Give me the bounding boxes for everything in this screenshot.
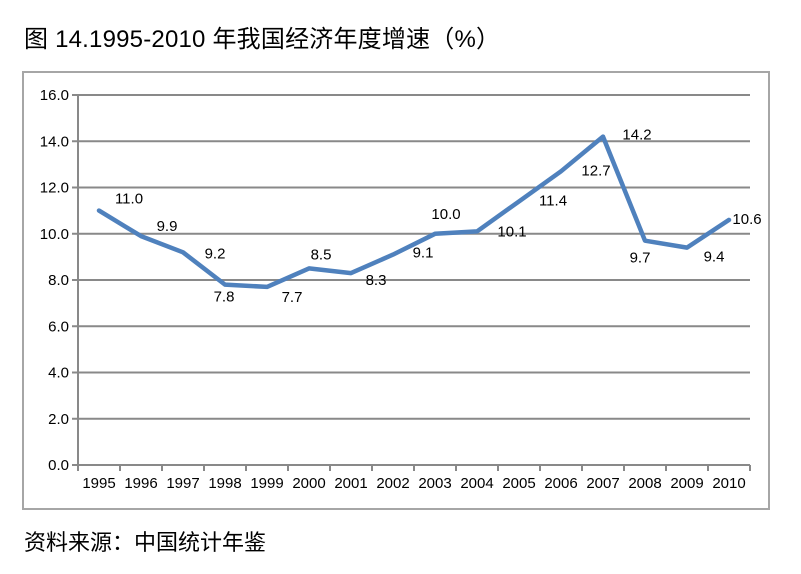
- data-label: 14.2: [622, 127, 651, 144]
- y-tick-label: 10.0: [40, 226, 69, 243]
- data-label: 10.6: [732, 211, 761, 228]
- data-label: 8.3: [366, 272, 387, 289]
- data-label: 9.4: [704, 249, 725, 266]
- x-tick-label: 1995: [82, 475, 115, 492]
- data-label: 7.7: [282, 289, 303, 306]
- y-tick-label: 16.0: [40, 87, 69, 104]
- x-tick-label: 2005: [502, 475, 535, 492]
- y-tick-label: 14.0: [40, 133, 69, 150]
- x-tick-label: 1996: [124, 475, 157, 492]
- x-tick-label: 2001: [334, 475, 367, 492]
- x-tick-label: 2007: [586, 475, 619, 492]
- x-tick-label: 2006: [544, 475, 577, 492]
- x-tick-label: 2008: [628, 475, 661, 492]
- data-label: 9.2: [205, 245, 226, 262]
- chart-frame: 0.0 2.0 4.0 6.0 8.0 10.0 12.0 14.0 16.0 1995 1996 1…: [22, 71, 770, 510]
- y-tick-label: 4.0: [48, 365, 69, 382]
- x-tick-label: 2009: [670, 475, 703, 492]
- growth-line: [96, 134, 732, 290]
- data-label: 8.5: [311, 246, 332, 263]
- y-tick-label: 12.0: [40, 180, 69, 197]
- y-tick-label: 6.0: [48, 318, 69, 335]
- y-tick-label: 0.0: [48, 457, 69, 474]
- x-tick-label: 2010: [712, 475, 745, 492]
- data-label: 11.4: [539, 192, 567, 209]
- line-chart: 0.0 2.0 4.0 6.0 8.0 10.0 12.0 14.0 16.0 1995 1996 1…: [40, 87, 762, 492]
- source-note: 资料来源：中国统计年鉴: [24, 530, 267, 555]
- x-tick-label: 1997: [166, 475, 199, 492]
- x-tick-label: 2002: [376, 475, 409, 492]
- data-label: 11.0: [115, 191, 143, 208]
- data-label: 7.8: [214, 289, 235, 306]
- x-tick-label: 1999: [250, 475, 283, 492]
- figure-title: 图 14.1995-2010 年我国经济年度增速（%）: [24, 26, 501, 53]
- data-label: 9.1: [413, 245, 434, 262]
- x-tick-label: 2003: [418, 475, 451, 492]
- data-label: 12.7: [581, 162, 610, 179]
- data-label: 10.0: [431, 206, 460, 223]
- x-tick-label: 2000: [292, 475, 325, 492]
- y-tick-label: 2.0: [48, 411, 69, 428]
- x-tick-label: 2004: [460, 475, 493, 492]
- data-label: 9.9: [157, 218, 178, 235]
- y-tick-label: 8.0: [48, 272, 69, 289]
- data-label: 10.1: [497, 223, 526, 240]
- x-tick-label: 1998: [208, 475, 241, 492]
- data-label: 9.7: [630, 250, 651, 267]
